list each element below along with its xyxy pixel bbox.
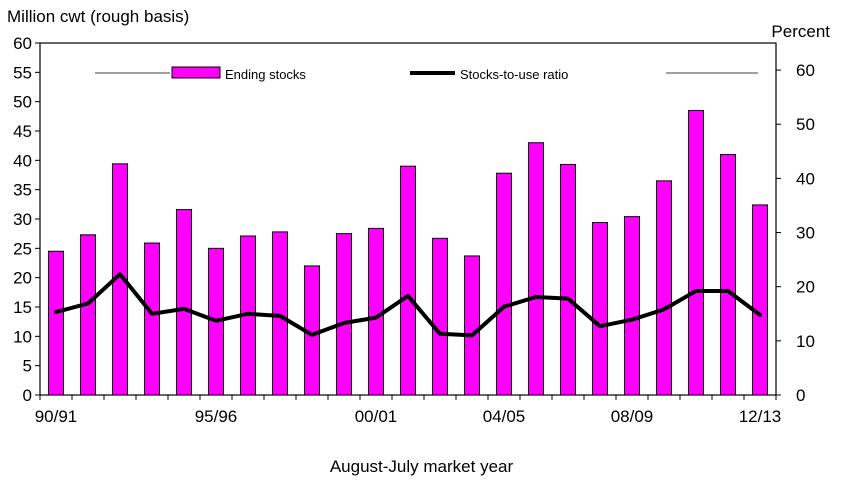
x-tick-label: 95/96 [195, 407, 238, 426]
bar-ending-stocks [47, 250, 65, 396]
y-left-tick-label: 50 [13, 93, 32, 112]
y-axis-left-label: Million cwt (rough basis) [7, 7, 190, 26]
bar-ending-stocks [495, 172, 513, 396]
bar-ending-stocks [559, 163, 577, 396]
y-right-tick-label: 10 [796, 332, 815, 351]
bar-ending-stocks [271, 231, 289, 396]
bar-ending-stocks [143, 242, 161, 396]
bar-ending-stocks [751, 204, 769, 396]
x-tick-label: 08/09 [611, 407, 654, 426]
y-right-tick-label: 0 [796, 386, 805, 405]
bar-ending-stocks [655, 180, 673, 396]
y-axis-right-label: Percent [771, 22, 830, 41]
y-left-tick-label: 35 [13, 181, 32, 200]
bar-ending-stocks [335, 233, 353, 396]
x-axis-label: August-July market year [329, 457, 514, 476]
y-right-tick-label: 40 [796, 169, 815, 188]
bar-ending-stocks [687, 109, 705, 396]
y-right-tick-label: 60 [796, 61, 815, 80]
y-left-tick-label: 25 [13, 239, 32, 258]
legend-swatch-ending-stocks [171, 66, 221, 79]
y-left-tick-label: 20 [13, 269, 32, 288]
legend-label-stocks-to-use: Stocks-to-use ratio [460, 67, 568, 82]
bar-ending-stocks [591, 222, 609, 396]
bar-ending-stocks [719, 153, 737, 396]
x-tick-label: 00/01 [355, 407, 398, 426]
y-left-tick-label: 15 [13, 298, 32, 317]
bar-ending-stocks [175, 209, 193, 396]
bar-ending-stocks [431, 237, 449, 396]
y-left-tick-label: 40 [13, 151, 32, 170]
bar-ending-stocks [399, 165, 417, 396]
y-left-tick-label: 5 [23, 357, 32, 376]
y-right-tick-label: 50 [796, 115, 815, 134]
y-right-tick-label: 30 [796, 224, 815, 243]
bar-ending-stocks [623, 216, 641, 396]
legend-label-ending-stocks: Ending stocks [225, 67, 306, 82]
y-right-tick-label: 20 [796, 278, 815, 297]
y-left-tick-label: 0 [23, 386, 32, 405]
line-stocks-to-use-ratio [54, 272, 762, 338]
y-left-tick-label: 45 [13, 122, 32, 141]
bar-ending-stocks [463, 255, 481, 396]
x-tick-label: 04/05 [483, 407, 526, 426]
y-left-tick-label: 10 [13, 327, 32, 346]
bar-ending-stocks [527, 142, 545, 396]
bar-ending-stocks [79, 234, 97, 396]
x-tick-label: 90/91 [35, 407, 78, 426]
y-left-tick-label: 55 [13, 63, 32, 82]
x-tick-label: 12/13 [739, 407, 782, 426]
y-left-tick-label: 60 [13, 34, 32, 53]
y-left-tick-label: 30 [13, 210, 32, 229]
